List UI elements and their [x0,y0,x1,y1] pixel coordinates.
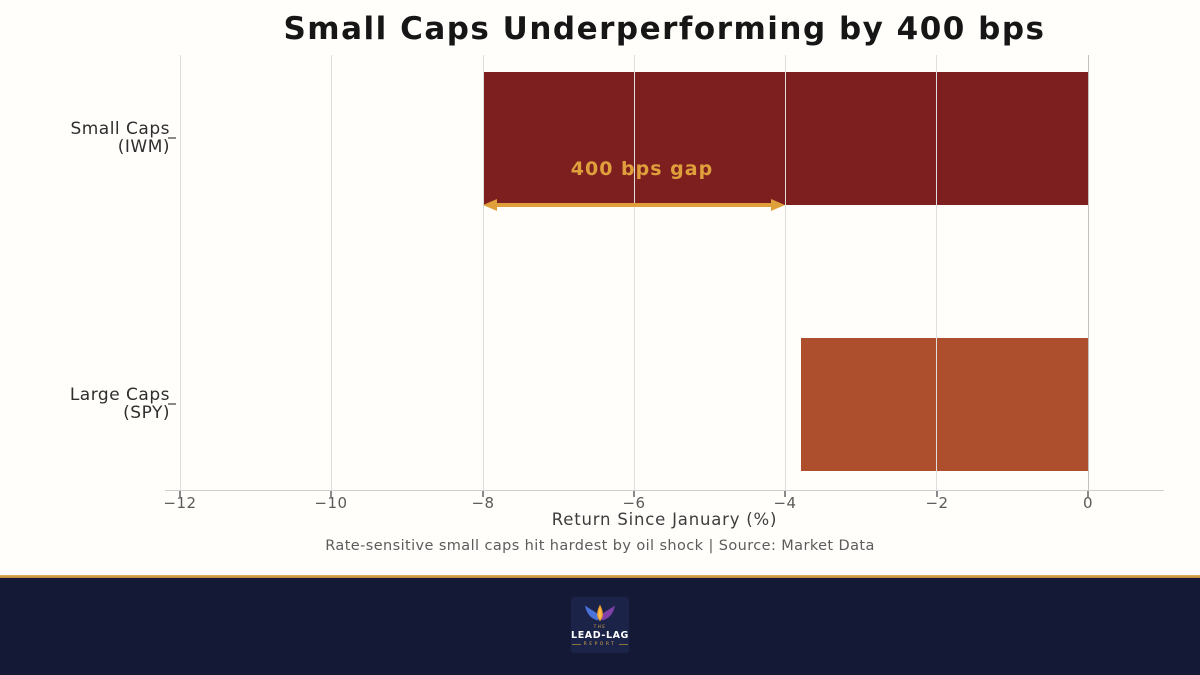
x-tick-label: −8 [471,494,495,512]
gridline [483,55,484,490]
footer-banner: THE LEAD-LAG REPORT [0,578,1200,675]
gridline [936,55,937,490]
x-tick-label: −2 [925,494,949,512]
brand-name-text: LEAD-LAG [571,630,629,641]
chart-footnote: Rate-sensitive small caps hit hardest by… [325,538,875,554]
gridline [180,55,181,490]
lead-lag-logo: THE LEAD-LAG REPORT [571,597,629,653]
x-tick-mark [936,491,938,497]
x-axis-title: Return Since January (%) [551,510,778,529]
gridline [331,55,332,490]
x-tick-mark [482,491,484,497]
arrowhead-left-icon [483,199,497,211]
x-tick-label: −12 [163,494,197,512]
bar-large-caps-spy [801,338,1088,471]
x-tick-mark [633,491,635,497]
x-tick-label: −4 [773,494,797,512]
x-tick-mark [1087,491,1089,497]
gap-double-arrow [483,199,785,211]
arrow-shaft [492,203,776,207]
arrowhead-right-icon [771,199,785,211]
y-tick-mark [168,403,176,405]
x-tick-label: −10 [314,494,348,512]
x-tick-mark [179,491,181,497]
chart-title: Small Caps Underperforming by 400 bps [283,11,1046,47]
y-axis-label-small-caps: Small Caps (IWM) [70,119,170,158]
phoenix-icon [585,604,615,622]
x-tick-label: 0 [1082,494,1094,512]
gap-annotation-label: 400 bps gap [570,158,714,180]
gridline-zero [1088,55,1089,490]
y-axis-label-large-caps: Large Caps (SPY) [69,385,170,424]
gridline [634,55,635,490]
x-tick-mark [330,491,332,497]
x-tick-label: −6 [622,494,646,512]
gold-separator [0,575,1200,578]
brand-top-text: THE [593,624,607,629]
plot-area: 400 bps gap [165,55,1164,491]
x-tick-mark [784,491,786,497]
bar-chart: Small Caps Underperforming by 400 bps Sm… [69,11,1164,554]
y-tick-mark [168,137,176,139]
gridline [785,55,786,490]
brand-sub-text: REPORT [572,642,629,647]
